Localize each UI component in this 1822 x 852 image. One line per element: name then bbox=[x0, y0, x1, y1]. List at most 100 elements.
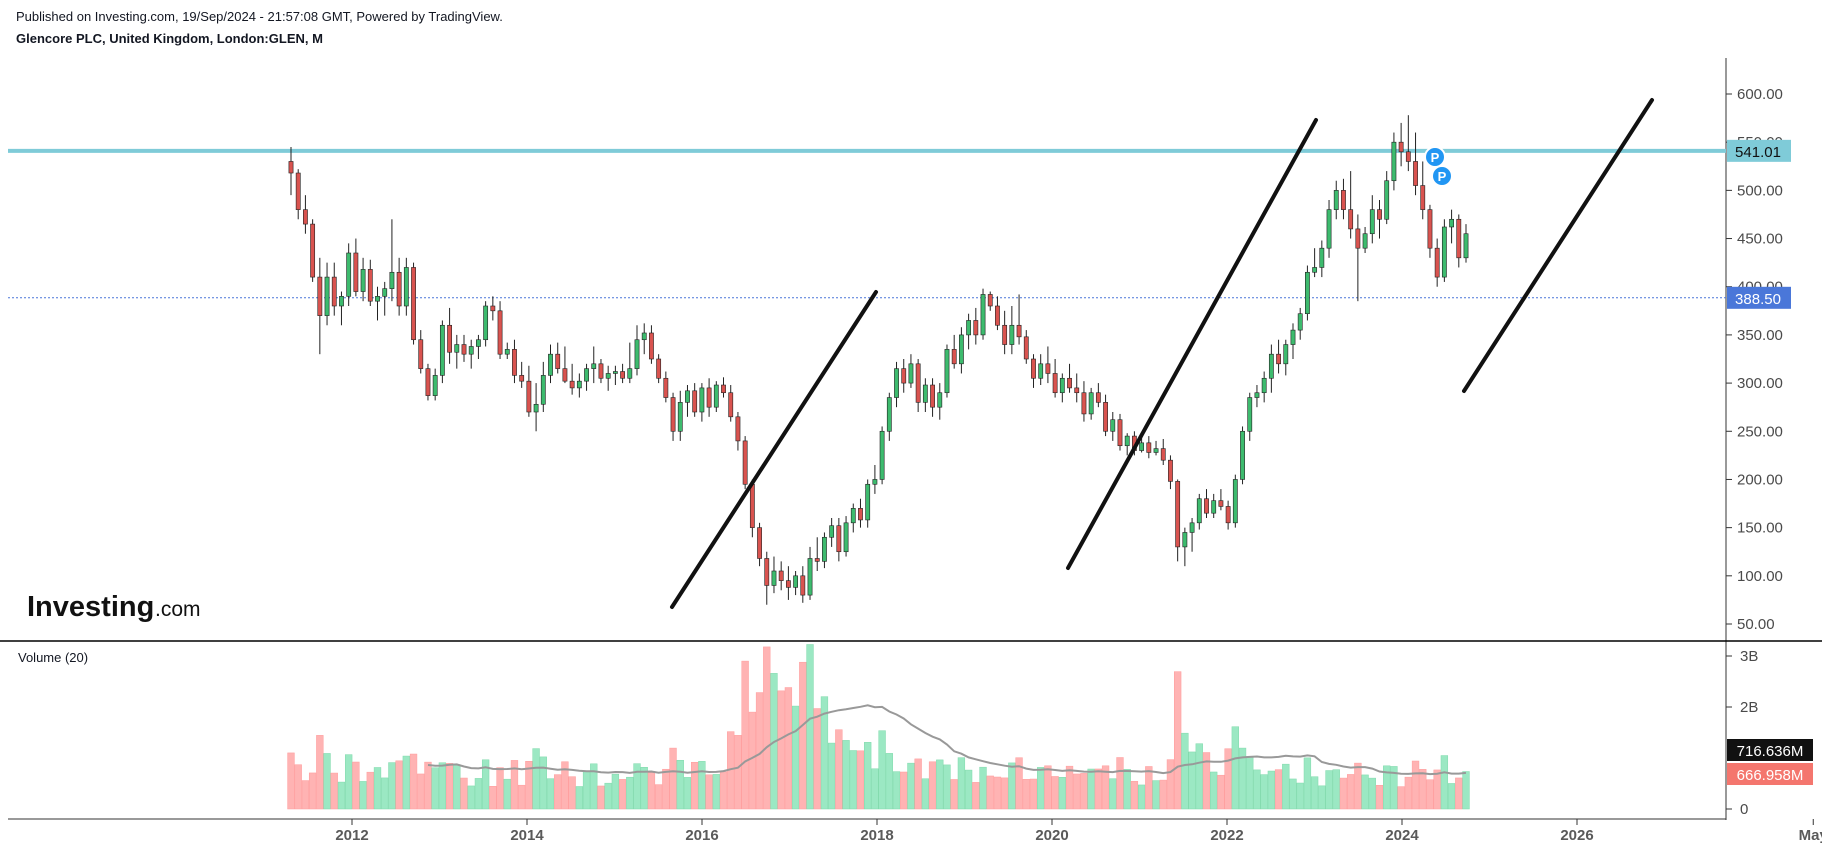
time-tick-label: 2022 bbox=[1210, 827, 1243, 844]
volume-bar bbox=[878, 730, 886, 810]
volume-bar bbox=[705, 774, 713, 810]
volume-bar bbox=[654, 784, 663, 810]
candle bbox=[1326, 200, 1332, 258]
candle bbox=[850, 503, 856, 533]
candle bbox=[461, 334, 467, 362]
volume-bar bbox=[669, 747, 677, 810]
volume-bar bbox=[993, 776, 1002, 810]
volume-bar bbox=[1447, 783, 1456, 810]
candle bbox=[1045, 346, 1051, 384]
volume-bar bbox=[316, 735, 324, 810]
candle bbox=[346, 243, 352, 306]
candle bbox=[649, 325, 654, 364]
volume-bar bbox=[388, 762, 396, 810]
volume-bar bbox=[554, 774, 562, 810]
trend-line-1[interactable] bbox=[670, 290, 878, 609]
volume-bar bbox=[849, 750, 857, 810]
volume-bar bbox=[719, 771, 728, 810]
volume-bar bbox=[820, 696, 829, 810]
candle bbox=[778, 561, 784, 591]
candle bbox=[1391, 132, 1397, 191]
volume-bar bbox=[1440, 755, 1449, 810]
volume-bar bbox=[1210, 771, 1218, 810]
candle bbox=[1052, 359, 1058, 398]
volume-bar bbox=[287, 752, 295, 810]
marker-p-2[interactable] bbox=[1431, 165, 1453, 187]
volume-series bbox=[287, 644, 1470, 810]
candle bbox=[980, 288, 986, 340]
volume-bar bbox=[1289, 778, 1297, 810]
candle bbox=[555, 342, 561, 374]
candle bbox=[1463, 224, 1469, 263]
volume-bar bbox=[1123, 769, 1131, 810]
volume-bar bbox=[1087, 768, 1095, 810]
candle bbox=[1117, 413, 1123, 451]
volume-bar bbox=[308, 772, 317, 810]
candle bbox=[894, 361, 899, 408]
volume-bar bbox=[1411, 760, 1420, 810]
marker-p-1[interactable] bbox=[1424, 146, 1446, 168]
volume-bar bbox=[1044, 765, 1052, 810]
candle bbox=[1182, 527, 1188, 567]
candle bbox=[432, 368, 438, 401]
candle bbox=[713, 381, 719, 412]
candle bbox=[1276, 339, 1281, 374]
candle bbox=[1095, 383, 1101, 408]
volume-bar bbox=[777, 690, 785, 810]
volume-bar bbox=[366, 771, 374, 810]
published-info: Published on Investing.com, 19/Sep/2024 … bbox=[16, 9, 503, 24]
candle bbox=[1124, 433, 1130, 456]
volume-ma-tag-text: 716.636M bbox=[1737, 743, 1804, 760]
candle bbox=[793, 571, 799, 596]
time-tick-label: 2016 bbox=[685, 827, 718, 844]
candle bbox=[865, 479, 871, 528]
candle bbox=[843, 516, 849, 557]
candle bbox=[627, 342, 633, 384]
volume-bar bbox=[972, 782, 980, 810]
volume-bar bbox=[546, 778, 555, 810]
candle bbox=[396, 257, 402, 316]
trend-lines[interactable] bbox=[670, 98, 1654, 609]
volume-bar bbox=[330, 772, 338, 810]
volume-bar bbox=[943, 764, 951, 810]
candle bbox=[1232, 474, 1238, 528]
volume-bar bbox=[460, 777, 468, 810]
volume-bar bbox=[417, 773, 425, 810]
volume-bar bbox=[1347, 774, 1355, 810]
volume-bar bbox=[1361, 774, 1369, 810]
candle bbox=[331, 262, 337, 316]
volume-bar bbox=[921, 778, 930, 810]
volume-bar bbox=[835, 729, 843, 810]
candle bbox=[822, 532, 827, 569]
volume-bar bbox=[885, 753, 893, 810]
trend-line-projection[interactable] bbox=[1462, 98, 1654, 393]
candle bbox=[468, 339, 474, 369]
candle bbox=[1369, 195, 1375, 244]
candle bbox=[663, 371, 669, 403]
volume-bar bbox=[424, 761, 432, 810]
candle bbox=[295, 169, 301, 220]
candle bbox=[1312, 248, 1318, 278]
candle bbox=[1268, 344, 1274, 393]
volume-ma-tag: 716.636M bbox=[1727, 739, 1813, 761]
volume-bar bbox=[518, 784, 526, 810]
volume-bar bbox=[1065, 765, 1074, 810]
candle bbox=[1218, 489, 1224, 511]
volume-bar bbox=[1224, 748, 1232, 810]
trend-line-2[interactable] bbox=[1066, 118, 1318, 570]
p-markers[interactable]: P P bbox=[1424, 146, 1453, 187]
candle bbox=[966, 313, 972, 350]
volume-bar bbox=[763, 646, 771, 810]
candle bbox=[439, 320, 445, 384]
volume-bar bbox=[568, 776, 576, 810]
candle bbox=[1211, 493, 1217, 518]
volume-bar bbox=[532, 748, 540, 810]
volume-bar bbox=[907, 762, 915, 810]
logo-suffix: .com bbox=[155, 598, 201, 621]
candle bbox=[1074, 373, 1080, 403]
candle bbox=[872, 465, 878, 494]
symbol-title: Glencore PLC, United Kingdom, London:GLE… bbox=[16, 31, 323, 46]
candle bbox=[742, 436, 748, 490]
candle bbox=[807, 546, 813, 600]
